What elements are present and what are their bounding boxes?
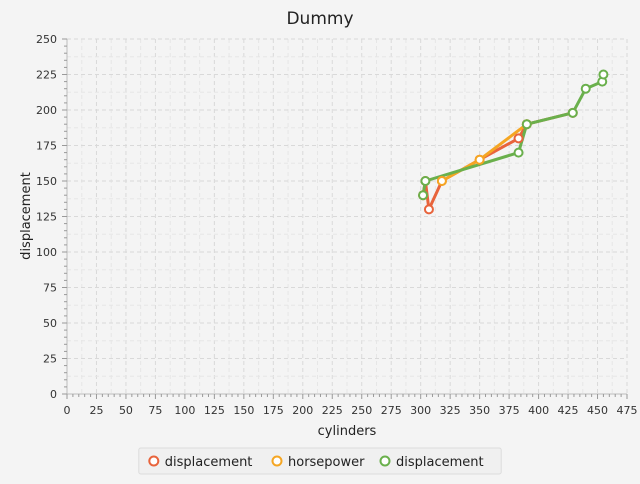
x-tick-label: 450 [587,404,608,417]
y-tick-label: 75 [43,282,57,295]
data-point-series-2 [436,176,447,186]
x-tick-label: 325 [440,404,461,417]
x-tick-label: 50 [119,404,133,417]
data-point-series-3 [420,176,431,186]
x-tick-label: 75 [148,404,162,417]
y-tick-label: 0 [50,388,57,401]
y-tick-label: 200 [36,104,57,117]
x-tick-label: 150 [233,404,254,417]
data-point-series-3 [513,147,524,158]
x-tick-label: 350 [469,404,490,417]
legend-box [138,447,502,475]
x-tick-label: 200 [292,404,313,417]
legend-marker-2 [271,455,283,467]
y-tick-label: 100 [36,246,57,259]
y-tick-label: 175 [36,140,57,153]
x-tick-label: 275 [381,404,402,417]
grid-layer [66,38,628,395]
y-tick-label: 25 [43,353,57,366]
legend-label-1: displacement [165,455,253,470]
data-point-series-3 [598,69,609,80]
y-tick-label: 225 [36,69,57,82]
data-point-series-3 [521,119,532,130]
x-tick-label: 400 [528,404,549,417]
data-point-series-3 [567,107,578,118]
legend-marker-3 [379,455,391,467]
x-tick-label: 225 [322,404,343,417]
y-tick-label: 125 [36,211,57,224]
data-point-series-3 [580,83,591,94]
x-tick-label: 300 [410,404,431,417]
x-axis-label: cylinders [318,424,377,439]
x-tick-label: 175 [263,404,284,417]
x-tick-label: 100 [174,404,195,417]
legend: displacement horsepower displacement [138,447,502,475]
legend-label-3: displacement [396,455,484,470]
series-layer [418,69,609,215]
legend-marker-1 [148,455,160,467]
x-tick-label: 250 [351,404,372,417]
x-tick-label: 375 [499,404,520,417]
y-tick-label: 50 [43,317,57,330]
y-tick-label: 150 [36,175,57,188]
x-tick-label: 25 [89,404,103,417]
y-axis-label: displacement [19,172,34,260]
axis-layer: 0 25 50 75 100 125 150 175 200 225 250 275 300 325 350… [36,33,638,417]
y-tick-label: 250 [36,33,57,46]
x-tick-label: 125 [204,404,225,417]
legend-label-2: horsepower [288,455,365,470]
data-point-series-1 [513,133,524,144]
data-point-series-2 [474,154,485,165]
data-point-series-3 [418,190,429,201]
x-tick-label: 0 [64,404,71,417]
data-point-series-1 [423,204,434,215]
x-tick-label: 425 [558,404,579,417]
x-tick-label: 475 [617,404,638,417]
chart-title: Dummy [286,9,353,29]
